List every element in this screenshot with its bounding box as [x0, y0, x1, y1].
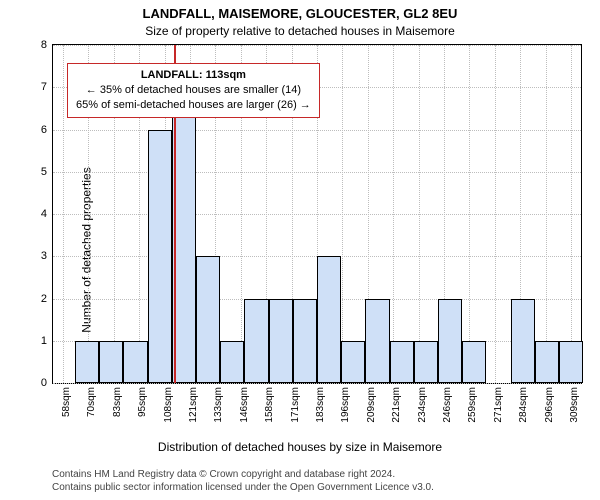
- x-tick-label: 108sqm: [163, 387, 174, 423]
- gridline-v: [469, 45, 470, 383]
- x-tick-label: 259sqm: [467, 387, 478, 423]
- histogram-bar: [390, 341, 414, 383]
- histogram-bar: [559, 341, 583, 383]
- x-tick-label: 284sqm: [518, 387, 529, 423]
- x-tick-label: 209sqm: [366, 387, 377, 423]
- histogram-bar: [148, 130, 172, 384]
- gridline-v: [342, 45, 343, 383]
- y-tick-label: 0: [41, 377, 47, 389]
- x-axis-label: Distribution of detached houses by size …: [0, 440, 600, 454]
- gridline-v: [419, 45, 420, 383]
- x-tick-label: 234sqm: [417, 387, 428, 423]
- info-box-heading: LANDFALL: 113sqm: [76, 68, 311, 83]
- histogram-bar: [244, 299, 268, 384]
- x-tick-label: 121sqm: [188, 387, 199, 423]
- footer-line1: Contains HM Land Registry data © Crown c…: [52, 469, 434, 482]
- gridline-v: [393, 45, 394, 383]
- info-box: LANDFALL: 113sqm ← 35% of detached house…: [67, 63, 320, 118]
- histogram-bar: [511, 299, 535, 384]
- x-tick-label: 296sqm: [544, 387, 555, 423]
- histogram-bar: [99, 341, 123, 383]
- histogram-bar: [123, 341, 147, 383]
- histogram-bar: [462, 341, 486, 383]
- x-tick-label: 95sqm: [137, 387, 148, 417]
- y-tick-label: 2: [41, 293, 47, 305]
- gridline-v: [546, 45, 547, 383]
- footer-line2: Contains public sector information licen…: [52, 482, 434, 495]
- histogram-bar: [341, 341, 365, 383]
- y-tick-label: 8: [41, 39, 47, 51]
- y-tick-label: 4: [41, 208, 47, 220]
- histogram-bar: [535, 341, 559, 383]
- x-tick-label: 221sqm: [391, 387, 402, 423]
- plot-area: 01234567858sqm70sqm83sqm95sqm108sqm121sq…: [52, 44, 582, 384]
- histogram-bar: [75, 341, 99, 383]
- y-tick-label: 1: [41, 335, 47, 347]
- info-box-line3: 65% of semi-detached houses are larger (…: [76, 98, 311, 113]
- x-tick-label: 271sqm: [493, 387, 504, 423]
- histogram-bar: [269, 299, 293, 384]
- x-tick-label: 158sqm: [264, 387, 275, 423]
- histogram-bar: [196, 256, 220, 383]
- x-tick-label: 196sqm: [340, 387, 351, 423]
- footer-attribution: Contains HM Land Registry data © Crown c…: [52, 469, 434, 494]
- y-tick-label: 5: [41, 166, 47, 178]
- chart-container: LANDFALL, MAISEMORE, GLOUCESTER, GL2 8EU…: [0, 0, 600, 500]
- histogram-bar: [317, 256, 341, 383]
- histogram-bar: [365, 299, 389, 384]
- histogram-bar: [293, 299, 317, 384]
- x-tick-label: 58sqm: [61, 387, 72, 417]
- x-tick-label: 133sqm: [213, 387, 224, 423]
- histogram-bar: [414, 341, 438, 383]
- chart-subtitle: Size of property relative to detached ho…: [0, 24, 600, 38]
- x-tick-label: 70sqm: [86, 387, 97, 417]
- histogram-bar: [220, 341, 244, 383]
- gridline-v: [571, 45, 572, 383]
- x-tick-label: 246sqm: [442, 387, 453, 423]
- gridline-v: [63, 45, 64, 383]
- gridline-h: [53, 383, 581, 384]
- y-tick-label: 7: [41, 81, 47, 93]
- x-tick-label: 83sqm: [112, 387, 123, 417]
- y-tick-label: 6: [41, 124, 47, 136]
- y-tick-label: 3: [41, 250, 47, 262]
- histogram-bar: [438, 299, 462, 384]
- x-tick-label: 309sqm: [569, 387, 580, 423]
- x-tick-label: 171sqm: [290, 387, 301, 423]
- x-tick-label: 183sqm: [315, 387, 326, 423]
- info-box-line2: ← 35% of detached houses are smaller (14…: [76, 83, 311, 98]
- chart-title: LANDFALL, MAISEMORE, GLOUCESTER, GL2 8EU: [0, 6, 600, 21]
- x-tick-label: 146sqm: [239, 387, 250, 423]
- gridline-v: [495, 45, 496, 383]
